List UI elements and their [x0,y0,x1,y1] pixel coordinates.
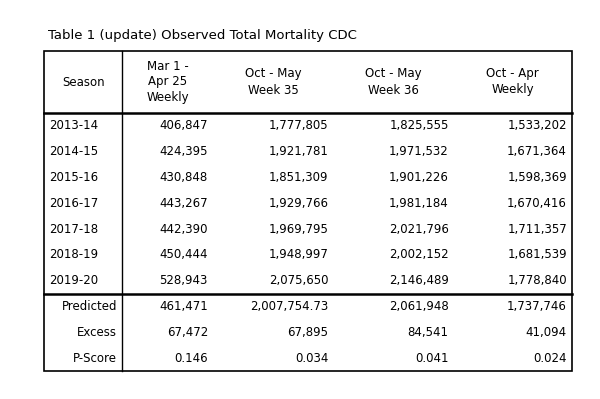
Text: Season: Season [62,75,104,89]
Text: 1,921,781: 1,921,781 [268,145,328,158]
Text: Mar 1 -
Apr 25
Weekly: Mar 1 - Apr 25 Weekly [146,59,189,105]
Text: 424,395: 424,395 [160,145,208,158]
Text: Oct - Apr
Weekly: Oct - Apr Weekly [487,67,539,97]
Text: 1,670,416: 1,670,416 [507,197,567,210]
Text: 1,533,202: 1,533,202 [508,119,567,132]
Text: 2018-19: 2018-19 [49,249,98,261]
Text: 461,471: 461,471 [159,300,208,313]
Text: 430,848: 430,848 [160,171,208,184]
Text: 1,598,369: 1,598,369 [508,171,567,184]
Text: 1,778,840: 1,778,840 [508,274,567,287]
Text: Table 1 (update) Observed Total Mortality CDC: Table 1 (update) Observed Total Mortalit… [48,29,357,42]
Text: 2,061,948: 2,061,948 [389,300,449,313]
Text: 2,021,796: 2,021,796 [389,223,449,235]
Text: Predicted: Predicted [62,300,117,313]
Text: Oct - May
Week 35: Oct - May Week 35 [245,67,301,97]
Text: 2016-17: 2016-17 [49,197,98,210]
Text: 2,002,152: 2,002,152 [389,249,449,261]
Text: Oct - May
Week 36: Oct - May Week 36 [365,67,422,97]
Text: 41,094: 41,094 [526,326,567,339]
Text: 2,075,650: 2,075,650 [269,274,328,287]
Text: 1,851,309: 1,851,309 [269,171,328,184]
Text: 1,711,357: 1,711,357 [507,223,567,235]
Text: 2,007,754.73: 2,007,754.73 [250,300,328,313]
Text: 2,146,489: 2,146,489 [389,274,449,287]
Text: 1,737,746: 1,737,746 [507,300,567,313]
Text: 1,969,795: 1,969,795 [268,223,328,235]
Text: 1,971,532: 1,971,532 [389,145,449,158]
Text: 2019-20: 2019-20 [49,274,98,287]
Text: 2017-18: 2017-18 [49,223,98,235]
Text: 1,948,997: 1,948,997 [268,249,328,261]
Text: Excess: Excess [77,326,117,339]
Text: 443,267: 443,267 [160,197,208,210]
Text: 2015-16: 2015-16 [49,171,98,184]
Text: 2014-15: 2014-15 [49,145,98,158]
Text: 2013-14: 2013-14 [49,119,98,132]
Text: 450,444: 450,444 [160,249,208,261]
Text: 1,825,555: 1,825,555 [389,119,449,132]
Text: P-Score: P-Score [73,352,117,365]
Text: 0.146: 0.146 [175,352,208,365]
Text: 1,929,766: 1,929,766 [268,197,328,210]
Text: 0.024: 0.024 [533,352,567,365]
Text: 67,895: 67,895 [287,326,328,339]
Text: 84,541: 84,541 [408,326,449,339]
Text: 1,901,226: 1,901,226 [389,171,449,184]
Bar [44,51,572,371]
Text: 0.034: 0.034 [295,352,328,365]
Text: 1,981,184: 1,981,184 [389,197,449,210]
Text: 1,671,364: 1,671,364 [507,145,567,158]
Text: 67,472: 67,472 [167,326,208,339]
Text: 406,847: 406,847 [160,119,208,132]
Text: 1,777,805: 1,777,805 [269,119,328,132]
Text: 528,943: 528,943 [160,274,208,287]
Text: 1,681,539: 1,681,539 [508,249,567,261]
Text: 442,390: 442,390 [160,223,208,235]
Text: 0.041: 0.041 [415,352,449,365]
